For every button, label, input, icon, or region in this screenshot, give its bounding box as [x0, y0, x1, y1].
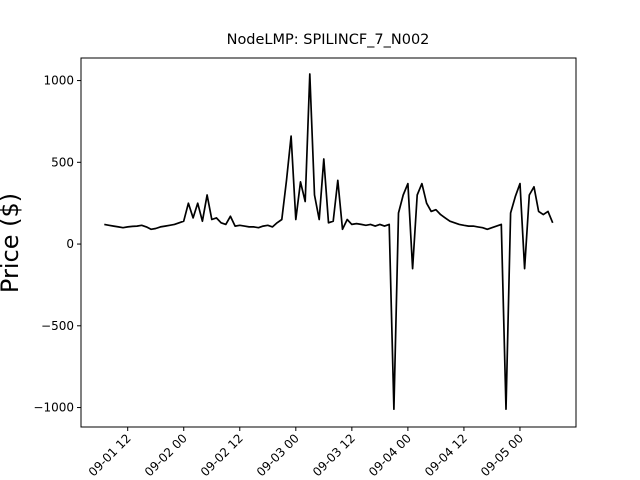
y-tick-label: −1000: [33, 401, 74, 415]
x-tick-label: 09-02 12: [198, 431, 246, 479]
x-tick-label: 09-03 12: [310, 431, 358, 479]
y-tick-label: 500: [51, 155, 74, 169]
x-tick-label: 09-03 00: [254, 431, 302, 479]
y-tick-label: 0: [66, 237, 74, 251]
x-tick-label: 09-01 12: [86, 431, 134, 479]
y-axis-label: Price ($): [0, 193, 24, 293]
chart-title: NodeLMP: SPILINCF_7_N002: [227, 32, 430, 48]
y-tick-label: 1000: [43, 74, 74, 88]
x-tick-label: 09-04 00: [366, 431, 414, 479]
y-tick-label: −500: [41, 319, 74, 333]
x-tick-label: 09-05 00: [478, 431, 526, 479]
x-tick-label: 09-02 00: [142, 431, 190, 479]
price-line: [104, 73, 554, 411]
x-tick-label: 09-04 12: [422, 431, 470, 479]
plot-frame: [80, 57, 577, 428]
